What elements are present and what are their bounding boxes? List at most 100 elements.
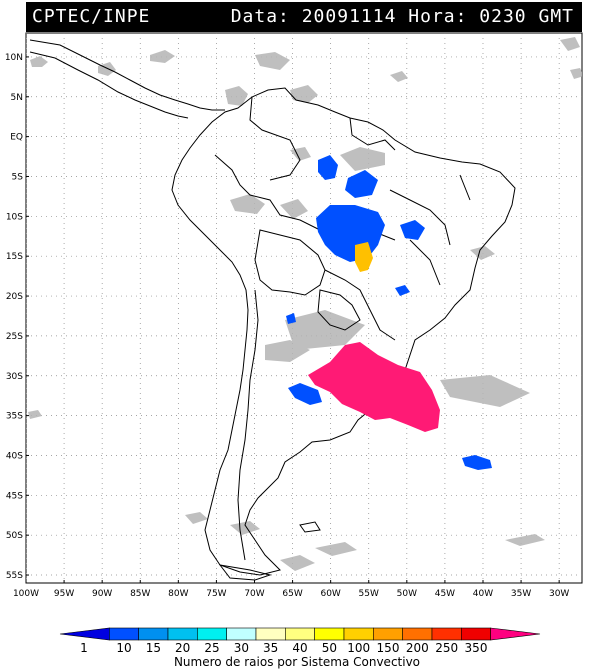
central-east-cluster: [400, 220, 425, 240]
colorbar-swatch: [138, 627, 169, 641]
colorbar-tick-label: 250: [435, 641, 458, 655]
colorbar-caption: Numero de raios por Sistema Convectivo: [174, 655, 420, 669]
latitude-label: 5N: [11, 93, 23, 103]
cloud-patch: [185, 512, 208, 524]
colorbar-tick-label: 30: [234, 641, 249, 655]
colorbar-swatch: [314, 627, 345, 641]
latitude-label: 40S: [6, 451, 23, 461]
longitude-label: 65W: [282, 589, 302, 599]
colorbar-swatch: [461, 627, 491, 641]
colorbar-swatch: [490, 627, 541, 641]
colorbar-swatch: [431, 627, 462, 641]
cloud-patch: [315, 542, 357, 556]
falkland-islands: [299, 521, 321, 533]
latitude-label: 45S: [6, 491, 23, 501]
border-colombia-venezuela: [249, 96, 301, 181]
longitude-labels: 100W 95W 90W 85W 80W 75W 70W 65W 60W 55W 50W 45W 40W…: [13, 580, 569, 599]
cloud-patch: [150, 50, 175, 63]
cloud-patch: [340, 147, 385, 171]
cloud-patch: [265, 340, 310, 362]
longitude-label: 35W: [511, 589, 531, 599]
longitude-label: 30W: [549, 589, 569, 599]
cloud-patch: [28, 410, 42, 419]
colorbar-tick-label: 20: [175, 641, 190, 655]
latitude-label: 10N: [5, 53, 23, 63]
longitude-label: 95W: [54, 589, 74, 599]
cloud-patch: [255, 52, 290, 70]
colorbar-tick-label: 200: [406, 641, 429, 655]
map-header: CPTEC/INPE Data: 20091114 Hora: 0230 GMT: [26, 2, 582, 32]
time-label: Hora:: [408, 6, 468, 27]
latitude-label: 55S: [6, 571, 23, 581]
longitude-label: 60W: [320, 589, 340, 599]
longitude-label: 85W: [130, 589, 150, 599]
map-frame: [25, 32, 583, 584]
south-america-coastline: [171, 87, 516, 576]
date-label: Data:: [230, 6, 290, 27]
longitude-label: 55W: [359, 589, 379, 599]
atlantic-cluster: [462, 455, 492, 470]
colorbar-tick-label: 35: [263, 641, 278, 655]
longitude-label: 100W: [13, 589, 39, 599]
longitude-label: 70W: [244, 589, 264, 599]
latitude-label: 35S: [6, 412, 23, 422]
cloud-patch: [30, 56, 48, 67]
cloud-patch: [440, 375, 530, 407]
colorbar-swatch: [226, 627, 257, 641]
lightning-colorbar: 1 10 15 20 25 30 35 40 50 100 150 200 250 350: [59, 627, 541, 655]
border-guianas: [349, 117, 396, 151]
latitude-label: 25S: [6, 332, 23, 342]
date-value: 20091114: [301, 6, 397, 27]
colorbar-swatch: [373, 627, 403, 641]
convective-systems: [286, 155, 492, 470]
time-value: 0230 GMT: [479, 6, 574, 27]
border-paraguay: [317, 289, 361, 331]
cloud-patch: [280, 555, 315, 571]
colorbar-swatch: [402, 627, 433, 641]
latitude-label: 30S: [6, 372, 23, 382]
colorbar-tick-label: 40: [292, 641, 307, 655]
cloud-patch: [390, 71, 408, 82]
cloud-patch: [505, 534, 545, 546]
south-america-large-system: [308, 342, 440, 432]
cloud-cover: [28, 37, 582, 571]
mato-grosso-cluster: [355, 242, 373, 272]
longitude-label: 75W: [206, 589, 226, 599]
colorbar-tick-label: 350: [465, 641, 488, 655]
colorbar-tick-label: 10: [116, 641, 131, 655]
colorbar-swatch: [109, 627, 139, 641]
latitude-labels: 10N 5N EQ 5S 10S 15S 20S 25S 30S 35S 40S 45S 50S 55S: [5, 53, 29, 581]
amazon-north-cluster: [318, 155, 378, 198]
colorbar-tick-label: 15: [146, 641, 161, 655]
source-title: CPTEC/INPE: [32, 6, 151, 27]
cloud-patch: [560, 37, 580, 51]
border-bolivia: [254, 229, 326, 296]
colorbar-swatch: [255, 627, 286, 641]
border-brazil-interior: [324, 269, 396, 341]
colorbar-swatch: [59, 627, 110, 641]
border-argentina-chile: [237, 289, 259, 561]
cloud-patch: [570, 68, 582, 79]
colorbar-tick-label: 100: [347, 641, 370, 655]
latitude-label: 15S: [6, 252, 23, 262]
longitude-label: 45W: [435, 589, 455, 599]
colorbar-swatch: [197, 627, 227, 641]
colorbar-tick-label: 25: [204, 641, 219, 655]
cloud-patch: [230, 521, 260, 535]
cloud-patch: [470, 246, 495, 260]
colorbar-tick-label: 50: [322, 641, 337, 655]
longitude-label: 80W: [168, 589, 188, 599]
southeast-cluster: [395, 285, 410, 296]
cloud-patch: [280, 199, 308, 219]
argentina-west-cluster: [288, 383, 322, 405]
latitude-label: 50S: [6, 531, 23, 541]
cloud-patch: [285, 310, 365, 350]
longitude-label: 50W: [397, 589, 417, 599]
colorbar-tick-label: 1: [80, 641, 88, 655]
central-america-south-coast: [29, 51, 189, 119]
colorbar-swatch: [285, 627, 315, 641]
longitude-label: 40W: [473, 589, 493, 599]
latitude-label: 5S: [12, 172, 24, 182]
central-america-coastline: [29, 39, 225, 111]
